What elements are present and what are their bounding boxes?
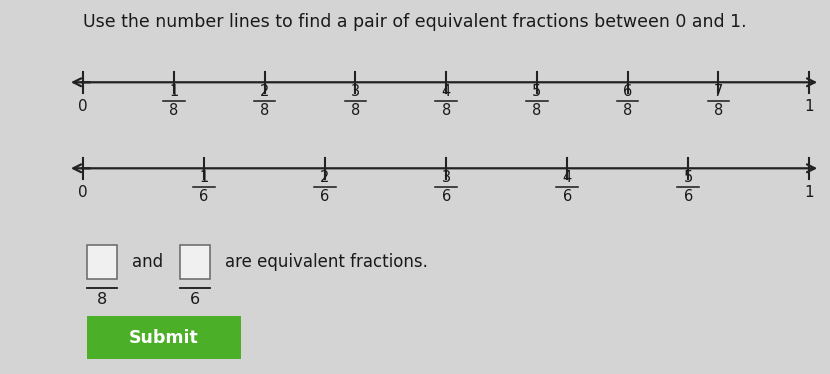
Text: 4: 4 [563,170,572,185]
Text: 1: 1 [199,170,208,185]
Text: 8: 8 [714,103,723,118]
Bar [180,245,210,279]
Text: 6: 6 [684,189,693,204]
Text: 8: 8 [260,103,269,118]
Text: 5: 5 [532,84,541,99]
Text: 6: 6 [190,292,200,307]
Text: 8: 8 [351,103,360,118]
Text: 8: 8 [532,103,541,118]
Text: 6: 6 [199,189,208,204]
Text: 2: 2 [260,84,269,99]
Text: 2: 2 [320,170,330,185]
Text: 8: 8 [169,103,178,118]
Text: 5: 5 [684,170,693,185]
Text: 0: 0 [78,185,88,200]
Text: 6: 6 [563,189,572,204]
Text: and: and [132,253,163,271]
Text: 7: 7 [714,84,723,99]
Text: 8: 8 [623,103,632,118]
Text: 6: 6 [442,189,451,204]
Text: 8: 8 [442,103,451,118]
Text: 3: 3 [351,84,360,99]
Text: 0: 0 [78,99,88,114]
Text: 1: 1 [804,185,814,200]
Text: 1: 1 [804,99,814,114]
Text: Submit: Submit [129,328,199,347]
Text: are equivalent fractions.: are equivalent fractions. [225,253,427,271]
Bar [87,245,117,279]
Text: 3: 3 [442,170,451,185]
Text: 6: 6 [623,84,632,99]
Bar [87,316,241,359]
Text: 6: 6 [320,189,330,204]
Text: 4: 4 [442,84,451,99]
Text: Use the number lines to find a pair of equivalent fractions between 0 and 1.: Use the number lines to find a pair of e… [83,13,747,31]
Text: 1: 1 [169,84,178,99]
Text: 8: 8 [97,292,107,307]
